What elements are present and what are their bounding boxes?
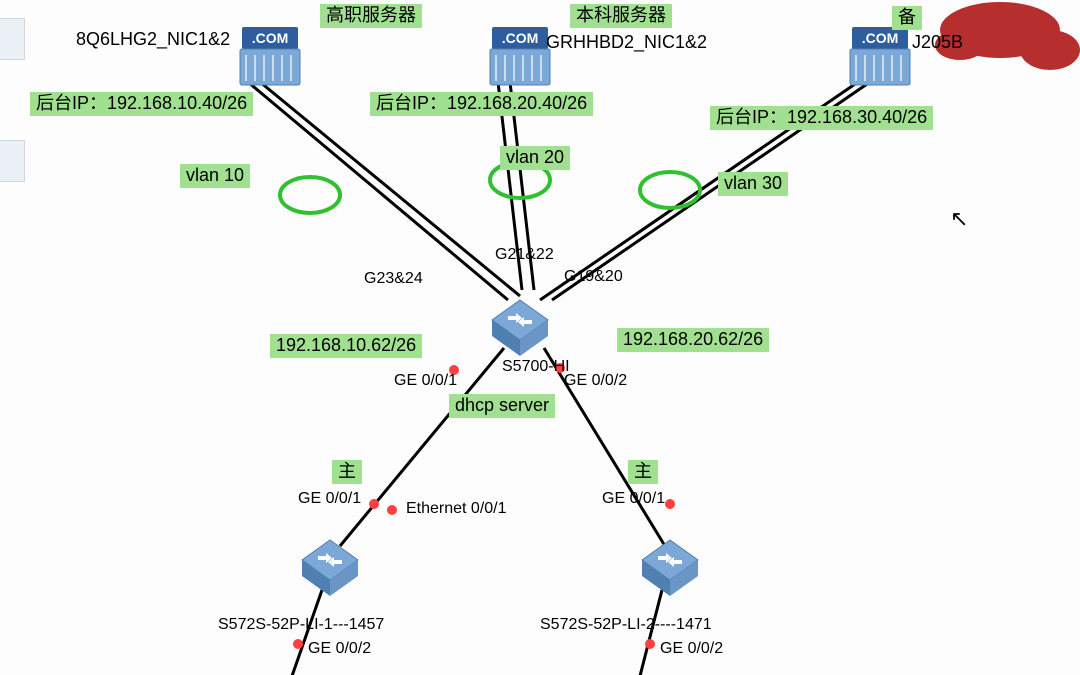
- port-dot-4: [665, 499, 675, 509]
- label-dhcp-server: dhcp server: [449, 394, 555, 418]
- edge-switch-icon-0[interactable]: [302, 540, 358, 596]
- label-j205b: J205B: [912, 33, 963, 53]
- label-s572s-52p-li-1-1457: S572S-52P-LI-1---1457: [218, 616, 384, 634]
- port-dot-2: [369, 499, 379, 509]
- label--ip-192-168-10-40-26: 后台IP：192.168.10.40/26: [30, 92, 253, 116]
- server-icon-1[interactable]: .COM: [490, 27, 550, 85]
- label-ge-0-0-1: GE 0/0/1: [602, 490, 665, 508]
- label-ge-0-0-1: GE 0/0/1: [394, 372, 457, 390]
- svg-text:.COM: .COM: [502, 30, 539, 46]
- label-vlan-10: vlan 10: [180, 164, 250, 188]
- topology-canvas[interactable]: { "colors":{ "line":"#000000", "green":"…: [0, 0, 1080, 675]
- label-ge-0-0-2: GE 0/0/2: [660, 640, 723, 658]
- label-ge-0-0-1: GE 0/0/1: [298, 490, 361, 508]
- vlan-ring-0: [280, 177, 340, 213]
- label--: 备: [892, 6, 922, 30]
- label-8q6lhg2-nic1-2: 8Q6LHG2_NIC1&2: [76, 30, 230, 50]
- svg-text:.COM: .COM: [862, 30, 899, 46]
- label-g21-22: G21&22: [495, 246, 554, 264]
- label--ip-192-168-30-40-26: 后台IP：192.168.30.40/26: [710, 106, 933, 130]
- server-icon-0[interactable]: .COM: [240, 27, 300, 85]
- server-icon-2[interactable]: .COM: [850, 27, 910, 85]
- svg-text:.COM: .COM: [252, 30, 289, 46]
- label-ge-0-0-2: GE 0/0/2: [564, 372, 627, 390]
- label-vlan-30: vlan 30: [718, 172, 788, 196]
- mouse-cursor: ↖: [950, 206, 968, 232]
- label-192-168-10-62-26: 192.168.10.62/26: [270, 334, 422, 358]
- label-grhhbd2-nic1-2: GRHHBD2_NIC1&2: [546, 33, 707, 53]
- core-switch-icon[interactable]: [492, 300, 548, 356]
- label-s5700-hi: S5700-HI: [502, 358, 570, 376]
- port-dot-6: [645, 639, 655, 649]
- label-ge-0-0-2: GE 0/0/2: [308, 640, 371, 658]
- label-ethernet-0-0-1: Ethernet 0/0/1: [406, 500, 507, 518]
- port-dot-5: [293, 639, 303, 649]
- label-g23-24: G23&24: [364, 270, 423, 288]
- label--: 主: [628, 460, 658, 484]
- label--: 高职服务器: [320, 4, 422, 28]
- label--ip-192-168-20-40-26: 后台IP：192.168.20.40/26: [370, 92, 593, 116]
- label--: 主: [332, 460, 362, 484]
- edge-switch-icon-1[interactable]: [642, 540, 698, 596]
- label-s572s-52p-li-2-1471: S572S-52P-LI-2----1471: [540, 616, 712, 634]
- label-g19-20: G19&20: [564, 268, 623, 286]
- vlan-ring-2: [640, 172, 700, 208]
- label--: 本科服务器: [570, 4, 672, 28]
- port-dot-3: [387, 505, 397, 515]
- label-192-168-20-62-26: 192.168.20.62/26: [617, 328, 769, 352]
- label-vlan-20: vlan 20: [500, 146, 570, 170]
